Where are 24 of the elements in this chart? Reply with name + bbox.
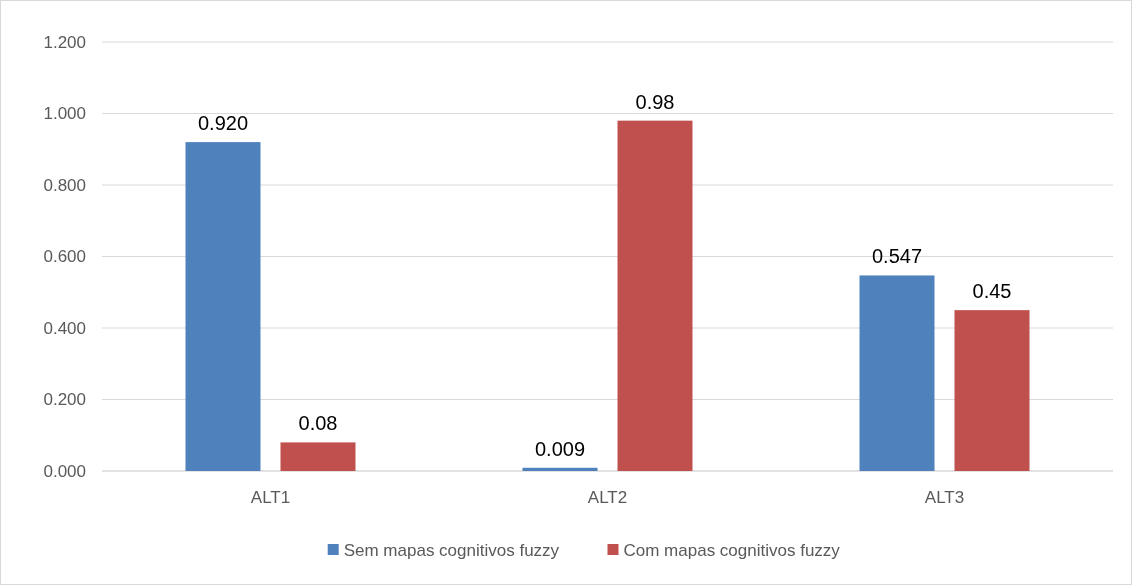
data-label: 0.920 (197, 112, 249, 135)
y-tick-label: 0.800 (43, 175, 86, 195)
x-tick-label: ALT1 (250, 488, 291, 507)
bar (617, 120, 693, 471)
x-tick-label: ALT2 (587, 488, 628, 507)
data-label: 0.98 (635, 90, 675, 113)
bar (954, 310, 1030, 471)
data-label: 0.547 (871, 245, 923, 268)
bar (185, 142, 261, 471)
legend-label: Sem mapas cognitivos fuzzy (343, 540, 560, 560)
bar (280, 442, 356, 471)
y-tick-label: 0.000 (43, 461, 86, 481)
bar (859, 275, 935, 471)
y-tick-label: 1.200 (43, 32, 86, 52)
legend-label: Com mapas cognitivos fuzzy (623, 540, 841, 560)
bar (522, 467, 598, 471)
y-tick-label: 0.600 (43, 247, 86, 267)
y-tick-label: 0.400 (43, 318, 86, 338)
x-tick-label: ALT3 (924, 488, 965, 507)
data-label: 0.08 (298, 412, 338, 435)
y-tick-label: 0.200 (43, 390, 86, 410)
data-label: 0.45 (972, 280, 1012, 303)
y-tick-label: 1.000 (43, 104, 86, 124)
data-label: 0.009 (534, 437, 586, 460)
